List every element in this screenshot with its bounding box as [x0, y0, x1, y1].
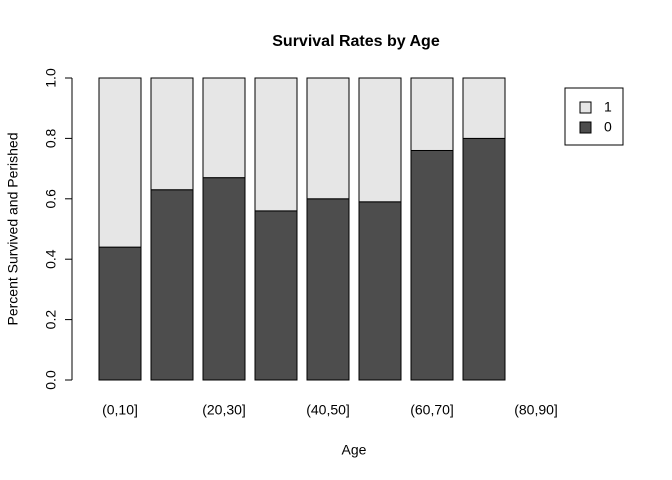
- y-tick-label: 0.2: [43, 310, 59, 330]
- y-tick-label: 0.8: [43, 128, 59, 148]
- y-tick-label: 0.4: [43, 249, 59, 269]
- legend-label: 0: [604, 119, 612, 135]
- x-tick-label: (60,70]: [410, 402, 454, 418]
- bar-segment: [306, 198, 350, 381]
- x-tick-label: (80,90]: [514, 402, 558, 418]
- x-tick-label: (40,50]: [306, 402, 350, 418]
- bar-segment: [202, 77, 246, 179]
- bar-segment: [358, 201, 402, 381]
- x-axis-label: Age: [342, 442, 367, 458]
- legend-box: [564, 87, 624, 146]
- bar-segment: [150, 189, 194, 381]
- bar-segment: [462, 137, 506, 381]
- bar-segment: [462, 77, 506, 139]
- x-tick-label: (0,10]: [102, 402, 138, 418]
- y-tick-label: 0.0: [43, 370, 59, 390]
- bar-segment: [358, 77, 402, 203]
- y-tick-label: 1.0: [43, 68, 59, 88]
- bar-segment: [150, 77, 194, 191]
- x-tick-label: (20,30]: [202, 402, 246, 418]
- bar-segment: [202, 177, 246, 381]
- y-tick-label: 0.6: [43, 189, 59, 209]
- legend-swatch: [579, 101, 592, 114]
- bar-segment: [98, 77, 142, 248]
- y-axis-label: Percent Survived and Perished: [5, 133, 21, 326]
- bar-segment: [254, 210, 298, 381]
- bar-segment: [254, 77, 298, 212]
- bar-segment: [306, 77, 350, 200]
- bar-segment: [410, 149, 454, 381]
- legend-swatch: [579, 121, 592, 134]
- bar-segment: [410, 77, 454, 151]
- legend-label: 1: [604, 99, 612, 115]
- chart-title: Survival Rates by Age: [272, 33, 440, 50]
- bar-segment: [98, 246, 142, 381]
